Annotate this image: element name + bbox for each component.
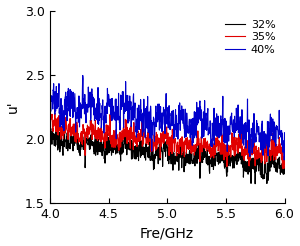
40% (191, 119, 194, 122)
32% (62, 145, 66, 148)
35% (63, 127, 66, 130)
35% (250, 154, 254, 156)
40% (283, 131, 286, 134)
32% (226, 157, 230, 160)
35% (283, 163, 286, 166)
35% (53, 112, 57, 115)
40% (250, 152, 254, 154)
Legend: 32%, 35%, 40%: 32%, 35%, 40% (222, 16, 279, 59)
32% (253, 182, 257, 185)
40% (226, 130, 230, 133)
40% (198, 102, 201, 105)
32% (184, 153, 188, 155)
Line: 35%: 35% (50, 113, 284, 169)
35% (198, 146, 201, 149)
Line: 40%: 40% (50, 76, 284, 160)
40% (62, 111, 66, 114)
35% (281, 167, 285, 170)
40% (81, 74, 85, 77)
32% (250, 157, 254, 160)
Line: 32%: 32% (50, 124, 284, 184)
Y-axis label: u': u' (6, 100, 20, 113)
35% (226, 149, 230, 152)
40% (184, 131, 188, 134)
35% (48, 125, 52, 128)
32% (190, 162, 194, 165)
40% (48, 78, 52, 81)
32% (197, 152, 201, 154)
35% (184, 152, 188, 154)
X-axis label: Fre/GHz: Fre/GHz (140, 227, 194, 240)
40% (282, 158, 286, 161)
32% (283, 165, 286, 168)
32% (48, 123, 52, 126)
35% (191, 149, 194, 152)
